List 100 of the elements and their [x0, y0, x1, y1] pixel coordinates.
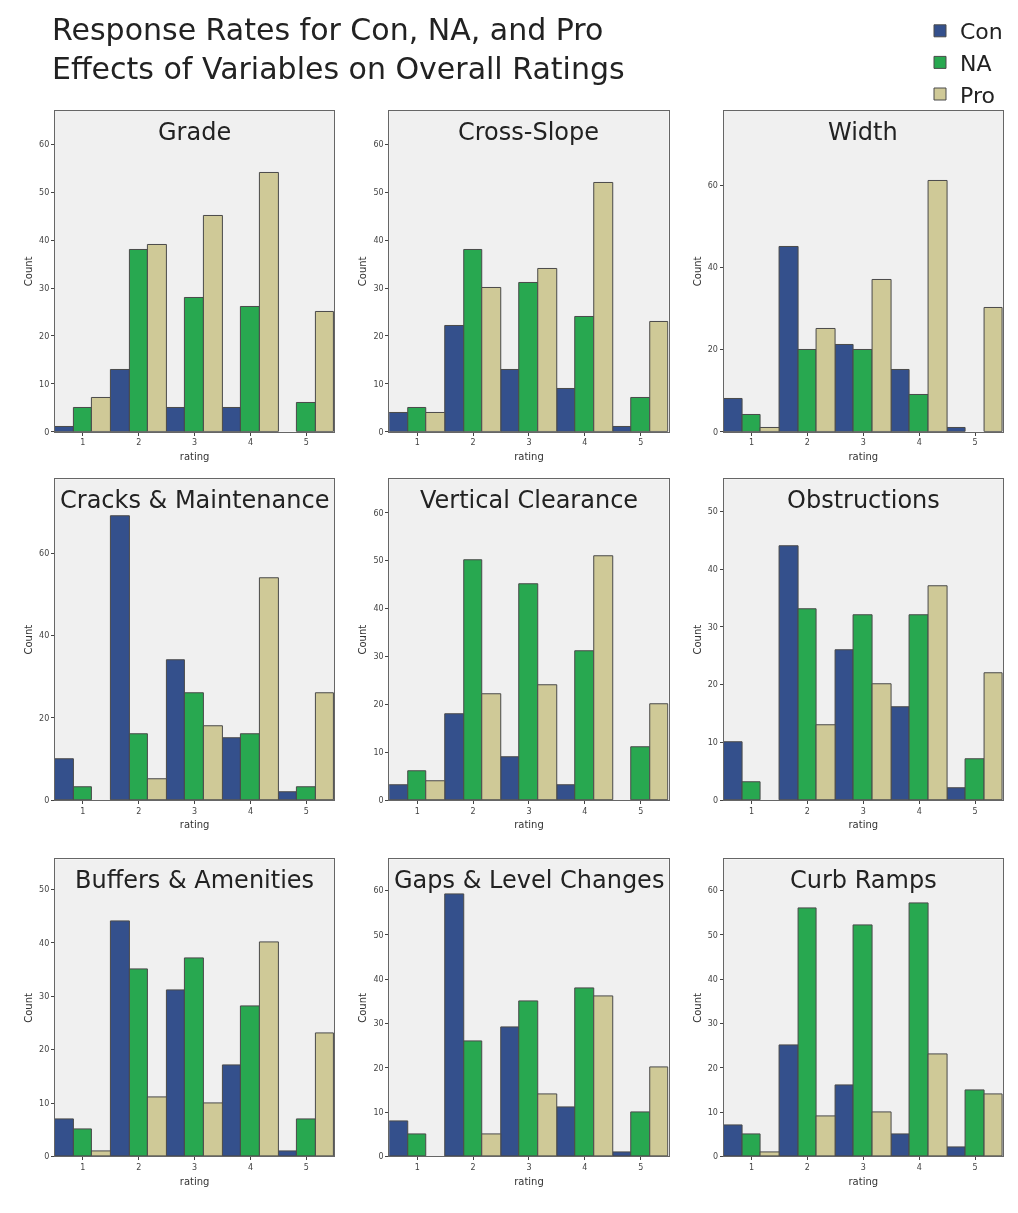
legend-label: NA [960, 50, 992, 76]
x-tick-label: 2 [804, 1163, 810, 1173]
legend-label: Con [960, 19, 1003, 45]
y-tick-label: 0 [712, 1152, 718, 1162]
x-axis-title: rating [848, 1175, 879, 1187]
y-axis-title: Count [357, 993, 369, 1023]
chart-title: Cracks & Maintenance [60, 486, 330, 514]
y-tick-label: 50 [707, 507, 718, 517]
x-tick-label: 5 [638, 806, 644, 816]
y-tick-label: 10 [373, 747, 384, 757]
y-tick-label: 60 [373, 140, 384, 150]
y-tick-label: 40 [39, 236, 50, 246]
chart-title: Vertical Clearance [420, 486, 639, 514]
x-tick-label: 5 [972, 1163, 978, 1173]
x-tick-label: 2 [136, 438, 142, 448]
x-tick-label: 4 [916, 1163, 922, 1173]
y-tick-label: 60 [39, 549, 50, 559]
x-tick-label: 3 [526, 1163, 532, 1173]
y-tick-label: 60 [373, 886, 384, 896]
y-tick-label: 50 [373, 930, 384, 940]
y-tick-label: 0 [44, 795, 50, 805]
x-tick-label: 4 [582, 438, 588, 448]
y-tick-label: 30 [39, 991, 50, 1001]
x-tick-label: 1 [748, 438, 755, 448]
y-tick-label: 30 [707, 1019, 718, 1029]
x-tick-label: 1 [80, 438, 86, 448]
y-tick-label: 30 [373, 652, 384, 662]
y-tick-label: 10 [373, 379, 384, 389]
x-axis-title: rating [514, 450, 544, 462]
y-tick-label: 10 [39, 379, 50, 389]
x-tick-label: 4 [247, 1163, 254, 1173]
x-tick-label: 5 [638, 1163, 644, 1173]
x-tick-label: 5 [972, 438, 978, 448]
y-tick-label: 30 [373, 283, 384, 293]
x-tick-label: 4 [582, 806, 588, 816]
x-tick-label: 2 [470, 438, 476, 448]
y-tick-label: 0 [378, 1152, 384, 1162]
y-tick-label: 50 [373, 188, 384, 198]
x-axis-title: rating [514, 1175, 544, 1187]
x-tick-label: 3 [526, 438, 532, 448]
y-tick-label: 40 [373, 974, 384, 984]
y-tick-label: 40 [373, 236, 384, 246]
x-axis-title: rating [848, 450, 879, 462]
y-tick-label: 50 [39, 188, 50, 198]
x-tick-label: 3 [860, 438, 866, 448]
y-tick-label: 40 [707, 974, 718, 984]
chart-title: Gaps & Level Changes [394, 866, 665, 894]
chart-title: Buffers & Amenities [75, 866, 315, 894]
bar [983, 306, 1003, 432]
x-tick-label: 4 [916, 438, 922, 448]
y-tick-label: 0 [44, 427, 50, 437]
y-tick-label: 20 [707, 345, 718, 355]
y-tick-label: 20 [39, 331, 50, 341]
y-axis-title: Count [23, 624, 35, 655]
x-tick-label: 2 [136, 806, 142, 816]
x-tick-label: 3 [860, 1163, 866, 1173]
y-tick-label: 20 [39, 713, 50, 723]
x-axis-title: rating [179, 819, 210, 831]
y-tick-label: 0 [378, 427, 384, 437]
y-tick-label: 30 [373, 1019, 384, 1029]
chart-title: Curb Ramps [790, 866, 937, 894]
y-tick-label: 40 [39, 631, 50, 641]
y-tick-label: 10 [707, 738, 718, 748]
y-tick-label: 40 [707, 263, 718, 273]
y-tick-label: 20 [373, 1063, 384, 1073]
y-tick-label: 50 [39, 885, 50, 895]
y-tick-label: 40 [39, 938, 50, 948]
x-tick-label: 2 [136, 1163, 142, 1173]
x-tick-label: 1 [414, 438, 420, 448]
x-tick-label: 3 [192, 806, 198, 816]
x-tick-label: 4 [916, 806, 922, 816]
x-axis-title: rating [514, 819, 544, 831]
chart-title: Obstructions [787, 486, 940, 514]
y-tick-label: 0 [712, 795, 718, 805]
y-axis-title: Count [23, 256, 35, 287]
y-tick-label: 60 [707, 886, 718, 896]
x-tick-label: 4 [582, 1163, 588, 1173]
x-tick-label: 2 [470, 806, 476, 816]
x-tick-label: 3 [192, 1163, 198, 1173]
y-axis-title: Count [23, 993, 35, 1023]
y-tick-label: 20 [707, 680, 718, 690]
y-tick-label: 30 [707, 622, 718, 632]
y-tick-label: 0 [44, 1152, 50, 1162]
x-tick-label: 3 [526, 806, 532, 816]
y-tick-label: 20 [707, 1063, 718, 1073]
y-tick-label: 50 [373, 556, 384, 566]
x-tick-label: 3 [860, 806, 866, 816]
x-tick-label: 5 [303, 438, 309, 448]
y-tick-label: 20 [39, 1045, 50, 1055]
x-tick-label: 3 [192, 438, 198, 448]
y-tick-label: 20 [373, 700, 384, 710]
y-tick-label: 10 [707, 1107, 718, 1117]
x-tick-label: 2 [804, 806, 810, 816]
x-tick-label: 4 [247, 806, 254, 816]
x-tick-label: 4 [247, 438, 254, 448]
x-tick-label: 1 [414, 1163, 420, 1173]
x-tick-label: 2 [470, 1163, 476, 1173]
y-tick-label: 20 [373, 331, 384, 341]
chart-title: Grade [158, 118, 232, 146]
y-tick-label: 0 [712, 427, 718, 437]
